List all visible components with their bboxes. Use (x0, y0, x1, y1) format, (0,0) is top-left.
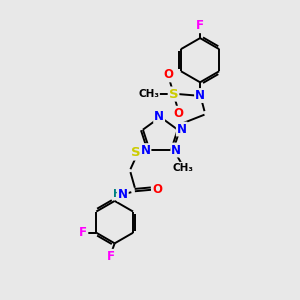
Text: O: O (152, 183, 162, 196)
Text: F: F (196, 19, 204, 32)
Text: S: S (169, 88, 178, 100)
Text: N: N (154, 110, 164, 123)
Text: N: N (140, 144, 151, 157)
Text: F: F (107, 250, 115, 263)
Text: O: O (174, 107, 184, 120)
Text: CH₃: CH₃ (173, 163, 194, 173)
Text: N: N (177, 122, 187, 136)
Text: O: O (163, 68, 173, 81)
Text: N: N (118, 188, 128, 201)
Text: CH₃: CH₃ (138, 89, 159, 99)
Text: H: H (113, 189, 122, 199)
Text: N: N (171, 143, 181, 157)
Text: S: S (130, 146, 140, 160)
Text: F: F (80, 226, 87, 239)
Text: N: N (195, 89, 205, 102)
